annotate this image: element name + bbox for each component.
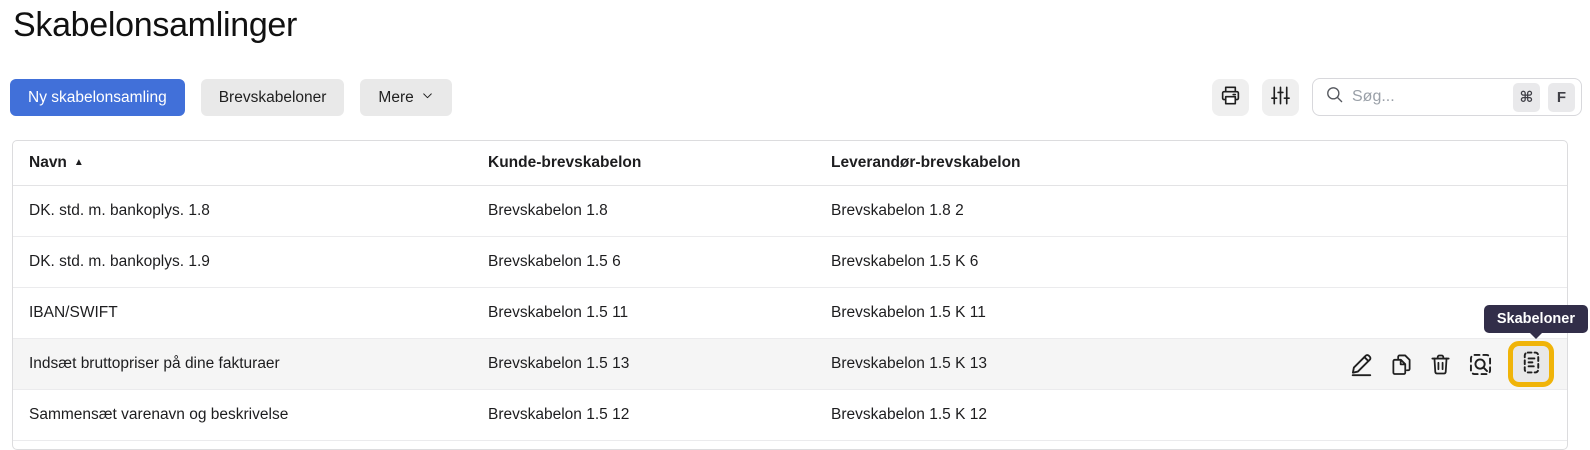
cell-navn: DK. std. m. bankoplys. 1.9 (29, 253, 210, 270)
trash-icon (1428, 352, 1453, 377)
shortcut-cmd-badge: ⌘ (1513, 82, 1540, 112)
toolbar-left: Ny skabelonsamling Brevskabeloner Mere (10, 79, 452, 116)
templates-button-highlighted[interactable] (1508, 341, 1554, 387)
search-box: ⌘ F (1312, 78, 1582, 116)
more-button-label: Mere (378, 88, 414, 106)
cell-leverandor: Brevskabelon 1.5 K 6 (831, 253, 979, 270)
letter-templates-button[interactable]: Brevskabeloner (200, 79, 345, 116)
edit-button[interactable] (1349, 351, 1375, 377)
table-row-hovered[interactable]: Indsæt bruttopriser på dine fakturaer Br… (13, 339, 1567, 390)
copy-icon (1389, 352, 1414, 377)
column-header-kunde-brevskabelon[interactable]: Kunde-brevskabelon (488, 154, 642, 171)
table-row[interactable]: Sammensæt varenavn og beskrivelse Brevsk… (13, 390, 1567, 441)
toolbar-right: ⌘ F (1212, 78, 1582, 116)
more-button[interactable]: Mere (360, 79, 452, 116)
chevron-down-icon (421, 89, 434, 107)
cell-leverandor: Brevskabelon 1.8 2 (831, 202, 964, 219)
pencil-icon (1349, 351, 1375, 377)
tooltip-label: Skabeloner (1496, 311, 1575, 327)
table-row[interactable]: IBAN/SWIFT Brevskabelon 1.5 11 Brevskabe… (13, 288, 1567, 339)
copy-button[interactable] (1389, 352, 1414, 377)
printer-icon (1219, 84, 1242, 110)
skabeloner-tooltip: Skabeloner (1483, 305, 1588, 339)
cell-navn: Sammensæt varenavn og beskrivelse (29, 406, 289, 423)
filter-sliders-icon (1269, 84, 1292, 110)
cell-navn: Indsæt bruttopriser på dine fakturaer (29, 355, 280, 372)
sort-ascending-icon: ▲ (73, 157, 84, 168)
template-list-icon (1518, 349, 1545, 379)
preview-button[interactable] (1467, 351, 1494, 378)
table-row[interactable]: DK. std. m. bankoplys. 1.8 Brevskabelon … (13, 186, 1567, 237)
cell-kunde: Brevskabelon 1.5 6 (488, 253, 621, 270)
page-title: Skabelonsamlinger (13, 6, 298, 44)
cell-kunde: Brevskabelon 1.8 (488, 202, 608, 219)
cell-kunde: Brevskabelon 1.5 12 (488, 406, 630, 423)
cell-kunde: Brevskabelon 1.5 13 (488, 355, 630, 372)
cell-leverandor: Brevskabelon 1.5 K 12 (831, 406, 987, 423)
tooltip-caret (1528, 332, 1543, 339)
template-collections-table: Navn ▲ Kunde-brevskabelon Leverandør-bre… (12, 140, 1568, 450)
print-button[interactable] (1212, 78, 1249, 116)
preview-search-icon (1467, 351, 1494, 378)
column-header-leverandor-brevskabelon[interactable]: Leverandør-brevskabelon (831, 154, 1021, 171)
delete-button[interactable] (1428, 352, 1453, 377)
cell-navn: IBAN/SWIFT (29, 304, 118, 321)
table-header-row: Navn ▲ Kunde-brevskabelon Leverandør-bre… (13, 141, 1567, 186)
cell-kunde: Brevskabelon 1.5 11 (488, 304, 629, 321)
column-header-navn-label: Navn (29, 154, 67, 171)
column-header-navn[interactable]: Navn ▲ (29, 154, 488, 172)
shortcut-f-badge: F (1548, 82, 1575, 112)
cell-leverandor: Brevskabelon 1.5 K 11 (831, 304, 986, 321)
cell-navn: DK. std. m. bankoplys. 1.8 (29, 202, 210, 219)
search-icon (1325, 85, 1344, 109)
row-actions (1349, 341, 1554, 387)
new-collection-button[interactable]: Ny skabelonsamling (10, 79, 185, 116)
table-row[interactable]: DK. std. m. bankoplys. 1.9 Brevskabelon … (13, 237, 1567, 288)
search-input[interactable] (1352, 88, 1505, 106)
filter-sliders-button[interactable] (1262, 78, 1299, 116)
